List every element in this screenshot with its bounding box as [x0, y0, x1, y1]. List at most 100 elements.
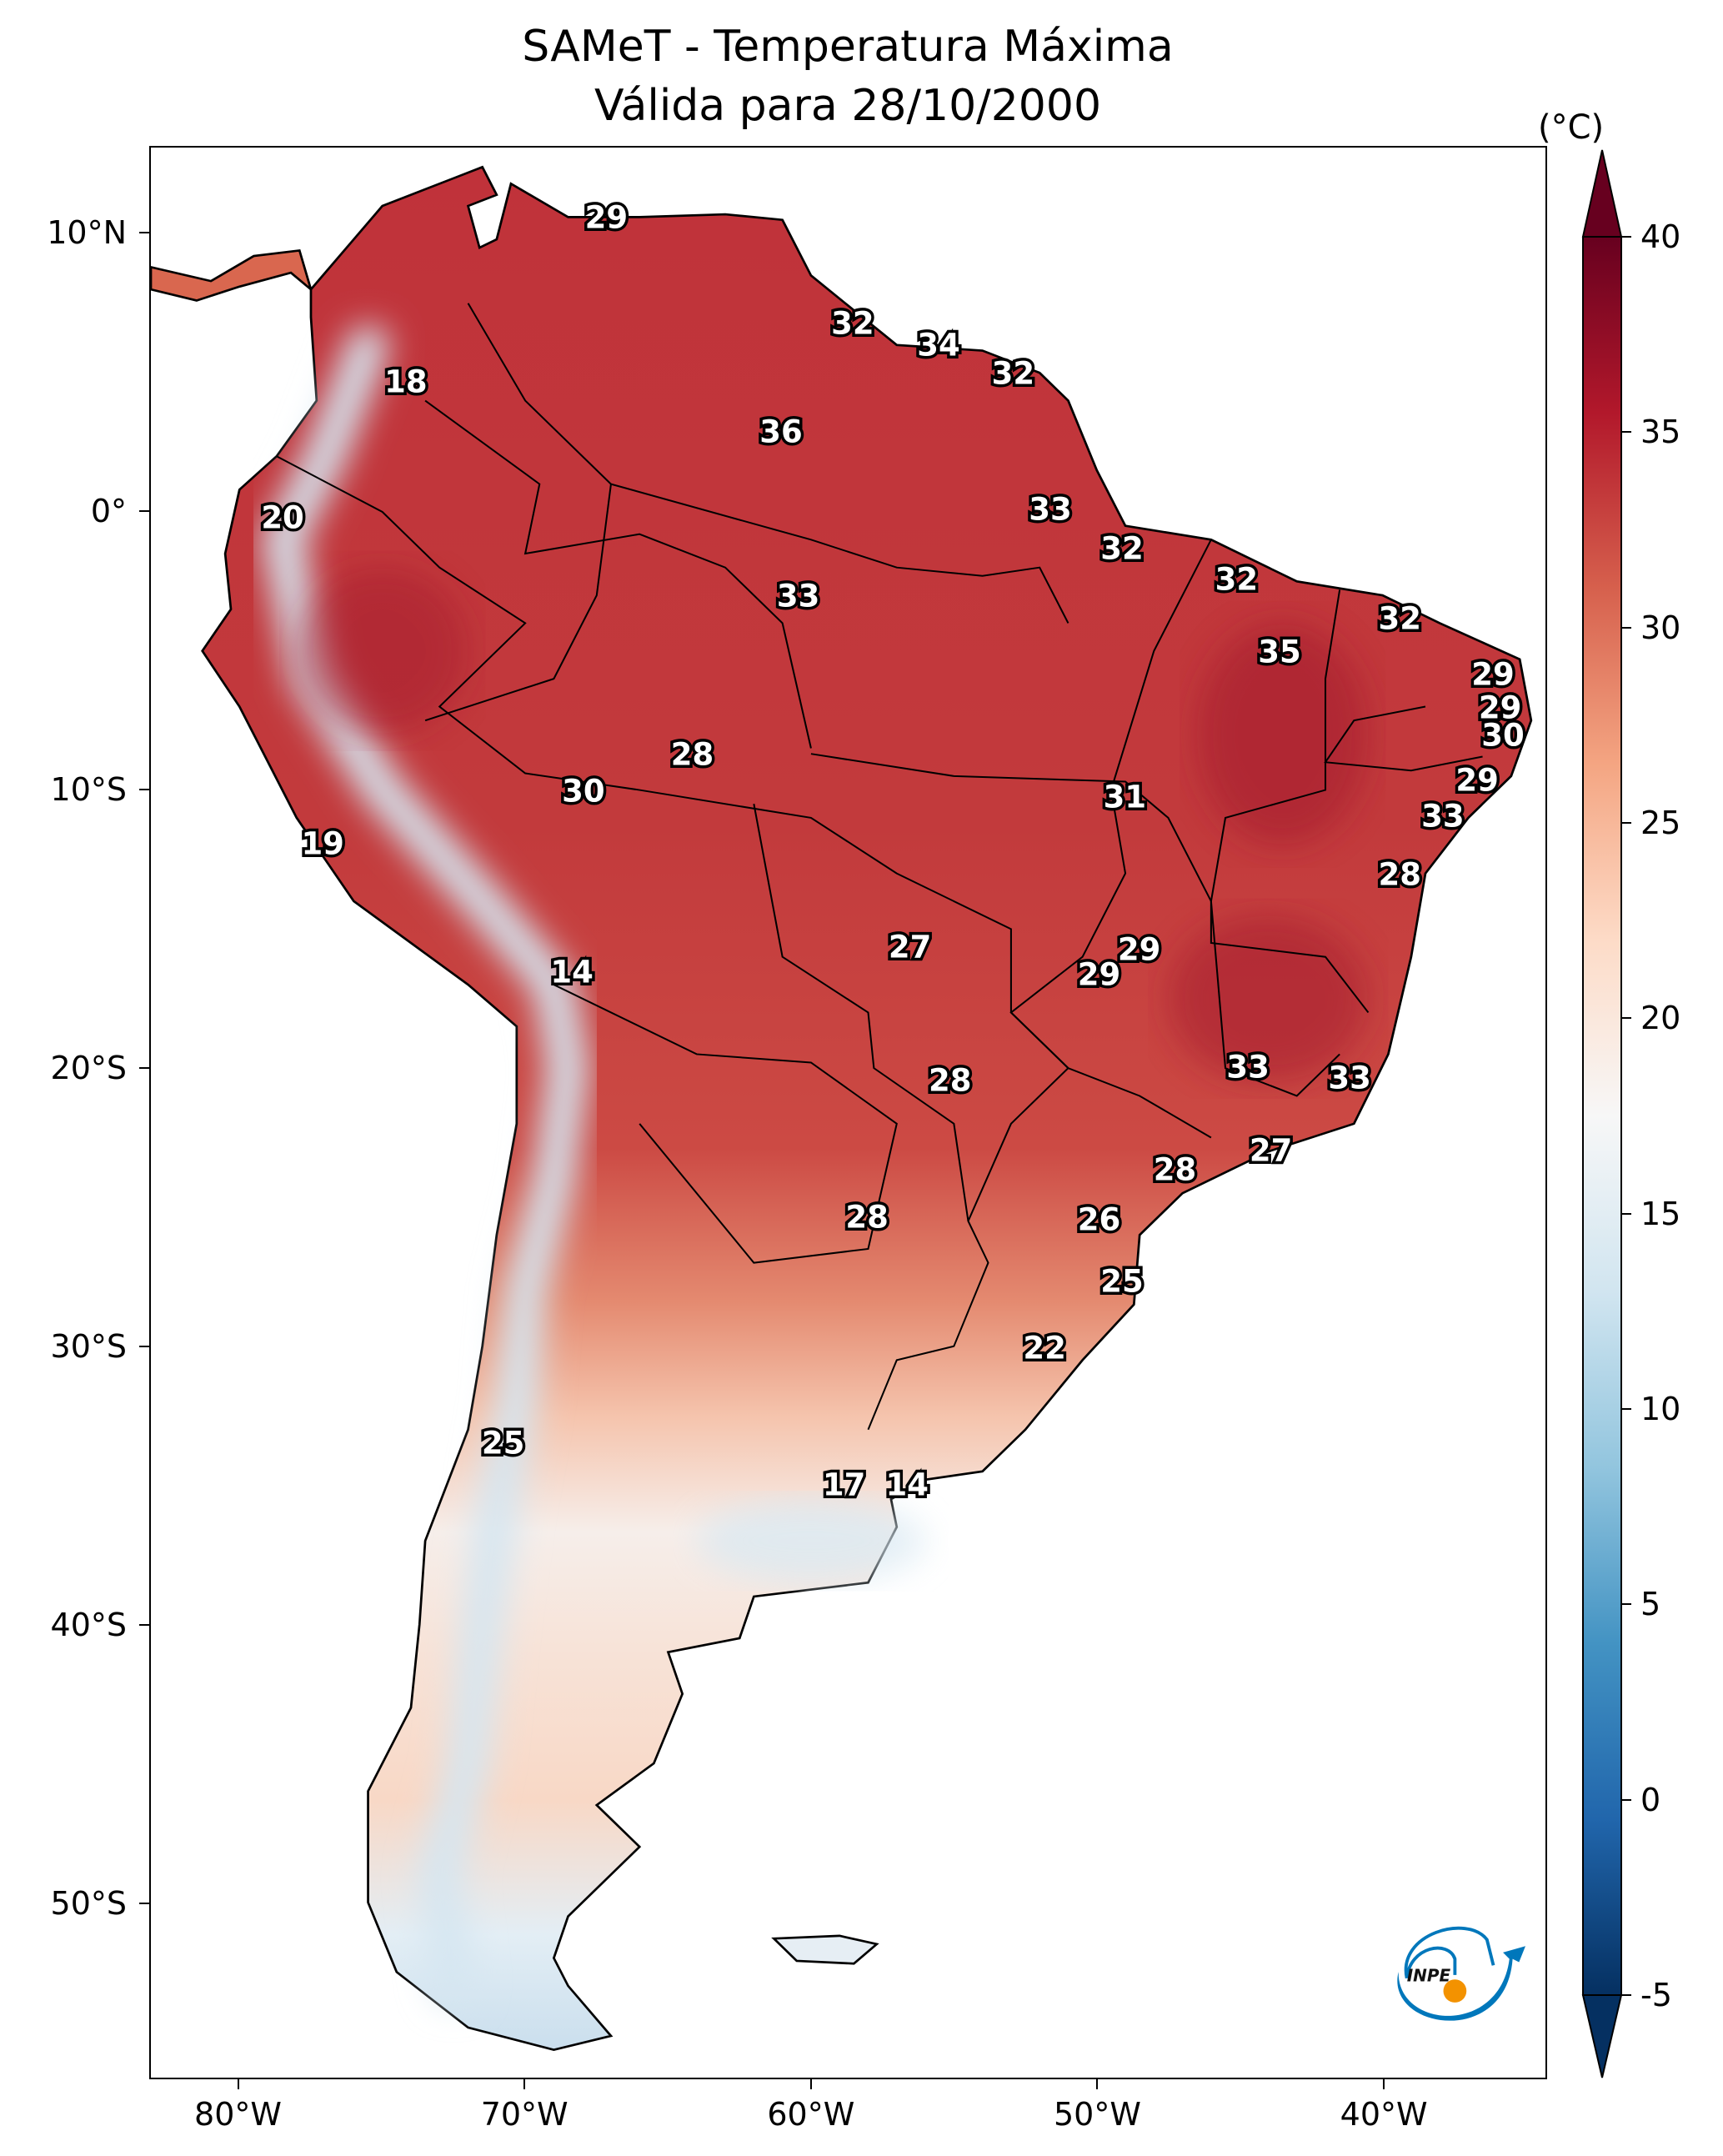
- x-tick-mark: [237, 2079, 239, 2089]
- temperature-label: 25: [478, 1422, 527, 1464]
- colorbar-tick-label: 5: [1640, 1586, 1661, 1623]
- map-subtitle: Válida para 28/10/2000: [594, 81, 1102, 131]
- x-tick-label: 40°W: [1340, 2096, 1428, 2133]
- temperature-label: 31: [1100, 776, 1149, 818]
- x-tick-label: 70°W: [480, 2096, 568, 2133]
- colorbar-extend-min: [1581, 1994, 1623, 2078]
- map-frame: 29 32 34 32 18 36 20 33 32 32 33 32 35 29 29 30 28 29 30 31…: [149, 146, 1547, 2079]
- temperature-label: 29: [582, 197, 630, 238]
- temperature-label: 33: [1419, 795, 1467, 837]
- temperature-label: 29: [1074, 954, 1123, 995]
- x-tick-mark: [809, 2079, 812, 2089]
- colorbar-tick-label: 25: [1640, 805, 1681, 841]
- temperature-label: 30: [1479, 714, 1527, 756]
- temperature-label: 32: [829, 303, 877, 344]
- y-tick-mark: [139, 231, 149, 233]
- x-tick-mark: [1096, 2079, 1099, 2089]
- temperature-label: 29: [1114, 929, 1163, 970]
- colorbar-tick-mark: [1621, 236, 1631, 238]
- y-tick-label: 10°S: [50, 770, 127, 808]
- y-tick-label: 0°: [90, 492, 127, 529]
- x-tick-label: 60°W: [767, 2096, 855, 2133]
- temperature-label: 18: [382, 361, 430, 403]
- temperature-label: 32: [989, 353, 1037, 394]
- temperature-label: 33: [1325, 1057, 1374, 1099]
- colorbar-tick-mark: [1621, 626, 1631, 629]
- colorbar: [1581, 149, 1623, 2078]
- temperature-label: 33: [774, 575, 822, 617]
- hot-core-southeast: [1168, 915, 1369, 1082]
- y-tick-mark: [139, 1624, 149, 1627]
- temperature-label: 28: [1375, 854, 1424, 895]
- y-tick-mark: [139, 1067, 149, 1070]
- andes-cool-band: [261, 325, 589, 2006]
- temperature-label: 35: [1255, 631, 1304, 673]
- temperature-label: 33: [1026, 489, 1074, 530]
- temperature-label: 32: [1375, 598, 1424, 639]
- hot-core-peru: [296, 567, 468, 735]
- colorbar-tick-mark: [1621, 1603, 1631, 1606]
- temperature-label: 25: [1098, 1261, 1146, 1302]
- temperature-label: 19: [298, 823, 347, 865]
- colorbar-tick-mark: [1621, 1408, 1631, 1410]
- temperature-label: 14: [883, 1464, 931, 1506]
- colorbar-tick-label: 20: [1640, 1000, 1681, 1037]
- colorbar-tick-label: 15: [1640, 1195, 1681, 1232]
- temperature-label: 36: [757, 411, 805, 453]
- temperature-label: 28: [1150, 1149, 1199, 1191]
- temperature-label: 28: [843, 1196, 891, 1238]
- temperature-label: 32: [1098, 528, 1146, 569]
- temperature-label: 30: [559, 770, 608, 812]
- temperature-label: 28: [668, 734, 716, 775]
- temperature-label: 27: [885, 926, 934, 968]
- south-america-land: [201, 165, 1533, 2052]
- y-tick-mark: [139, 788, 149, 790]
- temperature-label: 20: [258, 497, 307, 539]
- colorbar-tick-mark: [1621, 1212, 1631, 1215]
- colorbar-tick-mark: [1621, 431, 1631, 434]
- temperature-label: 33: [1224, 1046, 1272, 1088]
- x-tick-label: 50°W: [1054, 2096, 1141, 2133]
- colorbar-unit: (°C): [1538, 108, 1605, 147]
- colorbar-tick-label: 10: [1640, 1391, 1681, 1427]
- x-tick-mark: [523, 2079, 526, 2089]
- temperature-label: 34: [914, 324, 963, 366]
- central-america-land: [151, 248, 313, 302]
- map-title: SAMeT - Temperatura Máxima: [522, 22, 1174, 72]
- colorbar-tick-label: 30: [1640, 609, 1681, 646]
- y-tick-label: 10°N: [47, 213, 127, 251]
- y-tick-label: 20°S: [50, 1050, 127, 1087]
- colorbar-tick-mark: [1621, 1798, 1631, 1801]
- temperature-label: 29: [1469, 654, 1517, 695]
- inpe-logo: INPE: [1397, 1926, 1525, 2021]
- falkland-islands: [771, 1934, 879, 1965]
- y-tick-mark: [139, 1903, 149, 1905]
- colorbar-body: [1582, 236, 1622, 1996]
- cool-region-pampas: [696, 1499, 926, 1583]
- y-tick-mark: [139, 509, 149, 512]
- colorbar-tick-mark: [1621, 822, 1631, 824]
- colorbar-tick-label: -5: [1640, 1977, 1672, 2013]
- state-borders: [276, 303, 1483, 1431]
- colorbar-tick-mark: [1621, 1994, 1631, 1996]
- y-tick-label: 50°S: [50, 1885, 127, 1923]
- temperature-label: 32: [1212, 559, 1260, 600]
- colorbar-tick-label: 0: [1640, 1781, 1661, 1818]
- temperature-label: 22: [1020, 1327, 1069, 1369]
- y-tick-mark: [139, 1346, 149, 1348]
- temperature-label: 29: [1475, 687, 1524, 729]
- temperature-label: 29: [1453, 760, 1501, 801]
- temperature-label: 17: [819, 1464, 868, 1506]
- temperature-label: 26: [1074, 1199, 1123, 1241]
- colorbar-extend-max: [1581, 149, 1623, 238]
- svg-text:INPE: INPE: [1407, 1966, 1451, 1986]
- temperature-label: 28: [926, 1060, 974, 1101]
- temperature-map: [151, 165, 1533, 2052]
- temperature-label: 27: [1246, 1130, 1295, 1171]
- y-tick-label: 30°S: [50, 1328, 127, 1366]
- x-tick-label: 80°W: [194, 2096, 282, 2133]
- colorbar-tick-mark: [1621, 1017, 1631, 1020]
- y-tick-label: 40°S: [50, 1607, 127, 1644]
- colorbar-tick-label: 35: [1640, 414, 1681, 451]
- temperature-label: 14: [548, 951, 596, 993]
